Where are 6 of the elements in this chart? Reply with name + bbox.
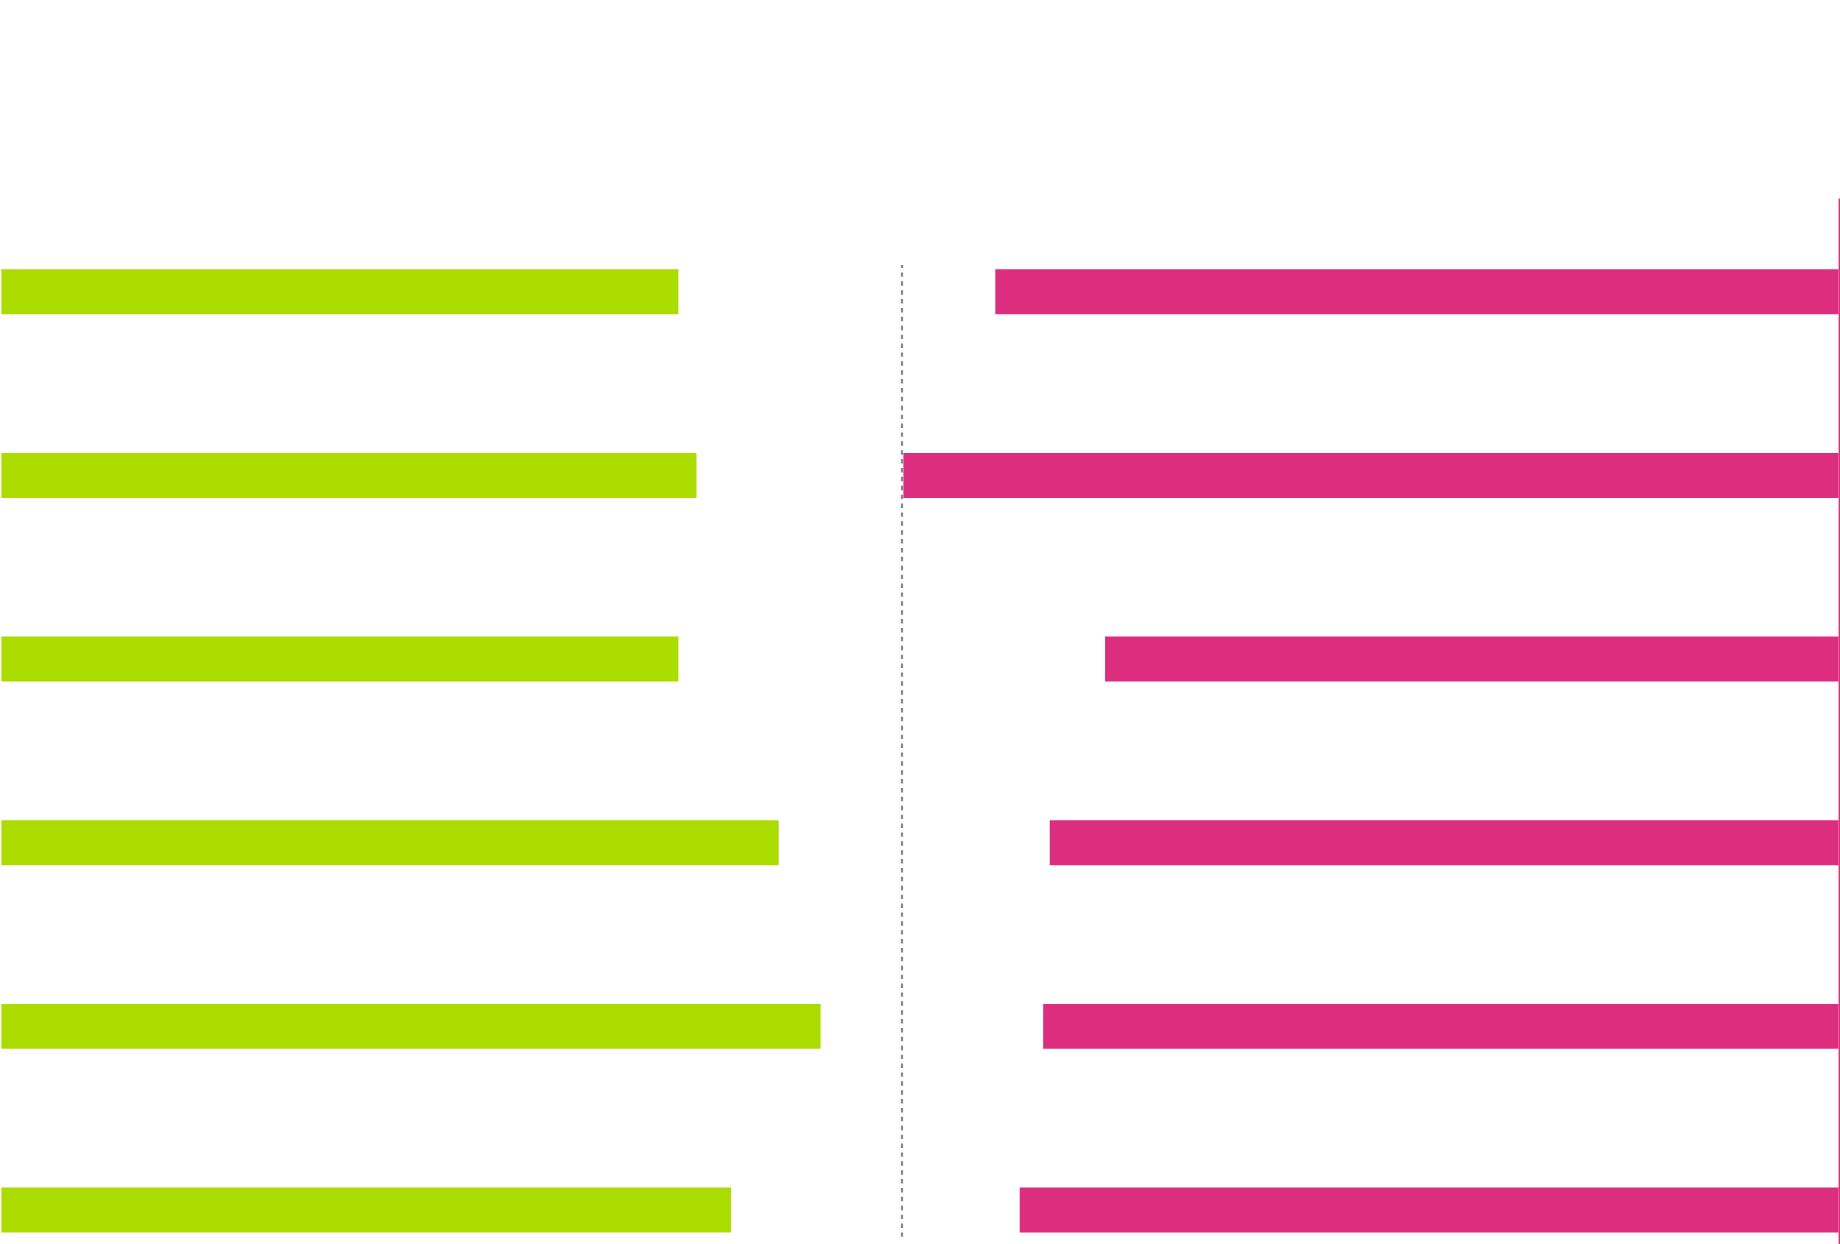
bar <box>0 633 682 685</box>
bar <box>0 450 700 501</box>
bar <box>0 817 782 869</box>
bar <box>0 1001 824 1052</box>
bar <box>0 266 682 318</box>
bar <box>0 1184 734 1236</box>
